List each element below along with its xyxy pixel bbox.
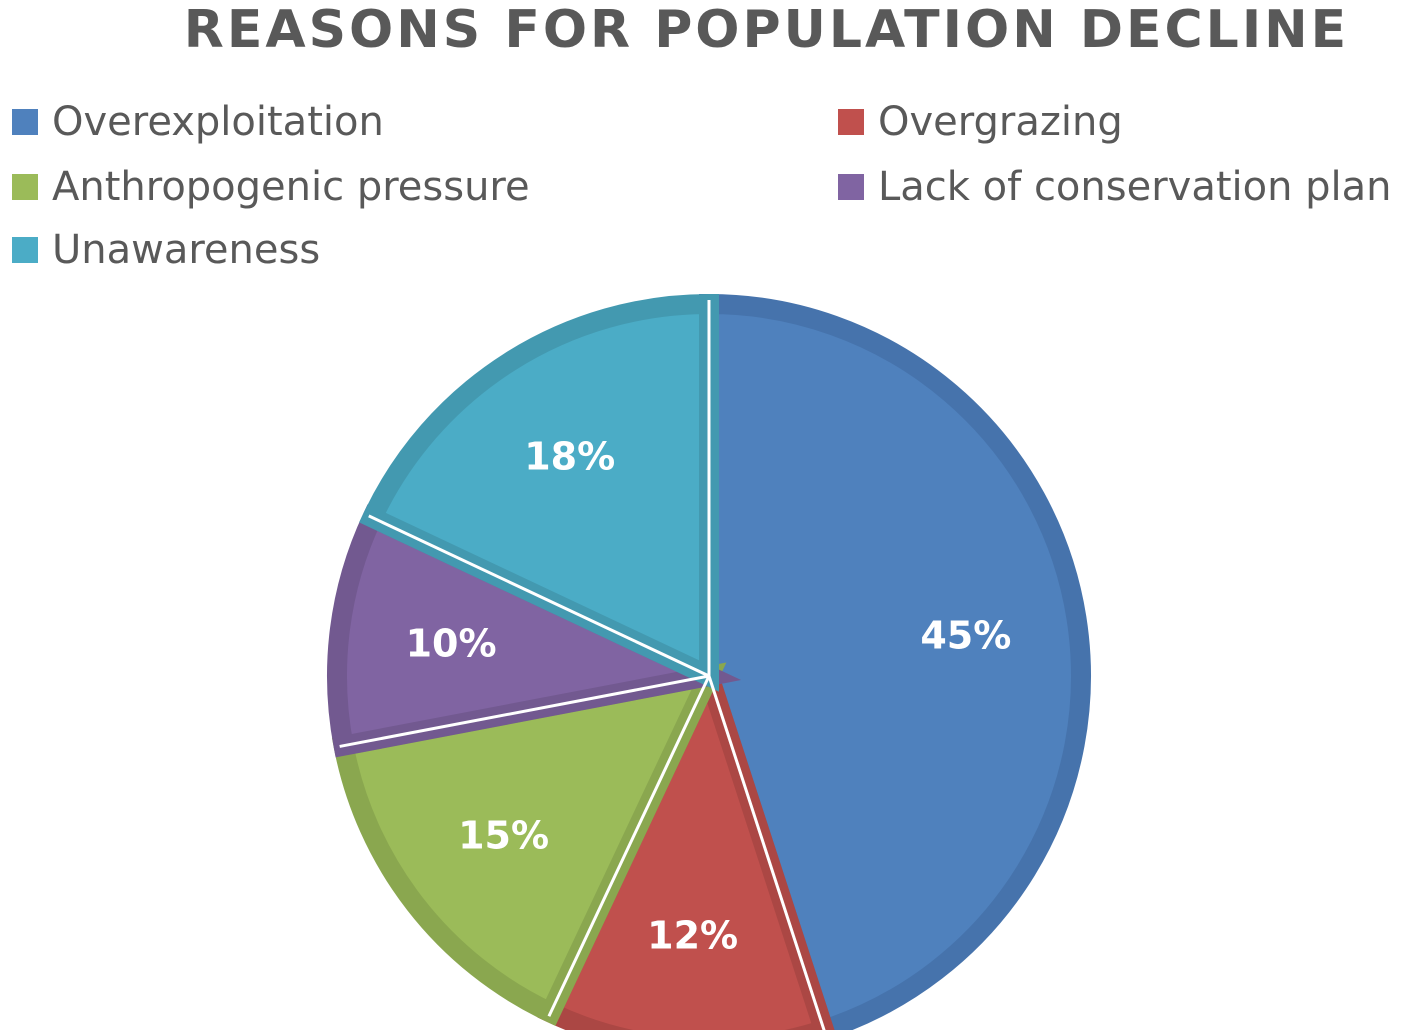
pie-slice-lack-of-conservation-plan: [327, 504, 742, 758]
pie-slice-separator: [547, 675, 711, 1017]
pie-slice-overgrazing: [537, 648, 835, 1030]
legend-swatch-overgrazing: [838, 109, 864, 135]
pie-slice-separator: [707, 675, 826, 1030]
legend-item-lack-of-conservation-plan: Lack of conservation plan: [838, 165, 1392, 209]
legend-label-overgrazing: Overgrazing: [878, 99, 1123, 145]
legend-label-overexploitation: Overexploitation: [52, 99, 384, 145]
legend-item-unawareness: Unawareness: [12, 228, 320, 272]
data-label-unawareness: 18%: [524, 434, 615, 478]
chart-title: REASONS FOR POPULATION DECLINE: [183, 0, 1350, 60]
legend-swatch-anthropogenic-pressure: [12, 174, 38, 200]
data-label-overgrazing: 12%: [647, 913, 738, 957]
legend-label-lack-of-conservation-plan: Lack of conservation plan: [878, 164, 1392, 210]
data-label-anthropogenic-pressure: 15%: [458, 813, 549, 857]
legend-swatch-unawareness: [12, 237, 38, 263]
pie-slice-separator: [368, 514, 710, 678]
legend-item-anthropogenic-pressure: Anthropogenic pressure: [12, 165, 530, 209]
legend-swatch-overexploitation: [12, 109, 38, 135]
pie-slice-separator: [339, 674, 710, 748]
legend-item-overgrazing: Overgrazing: [838, 100, 1123, 144]
data-label-lack-of-conservation-plan: 10%: [406, 621, 497, 665]
pie-slice-unawareness: [359, 293, 719, 692]
data-label-overexploitation: 45%: [920, 613, 1011, 657]
pie-slice-anthropogenic-pressure: [331, 662, 727, 1026]
legend-label-unawareness: Unawareness: [52, 227, 321, 273]
legend-label-anthropogenic-pressure: Anthropogenic pressure: [52, 164, 530, 210]
pie-slice-overexploitation: [699, 293, 1091, 1030]
legend-swatch-lack-of-conservation-plan: [838, 174, 864, 200]
legend-item-overexploitation: Overexploitation: [12, 100, 384, 144]
